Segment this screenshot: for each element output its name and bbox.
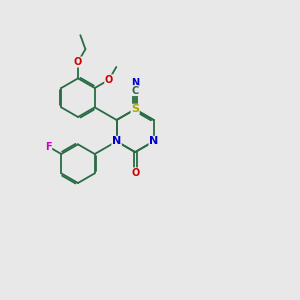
- Text: N: N: [112, 136, 121, 146]
- Text: S: S: [131, 104, 139, 114]
- Text: F: F: [45, 142, 52, 152]
- Text: O: O: [131, 168, 139, 178]
- Text: N: N: [131, 78, 139, 88]
- Text: O: O: [74, 57, 82, 67]
- Text: C: C: [131, 85, 139, 96]
- Text: O: O: [105, 75, 113, 85]
- Text: N: N: [149, 136, 158, 146]
